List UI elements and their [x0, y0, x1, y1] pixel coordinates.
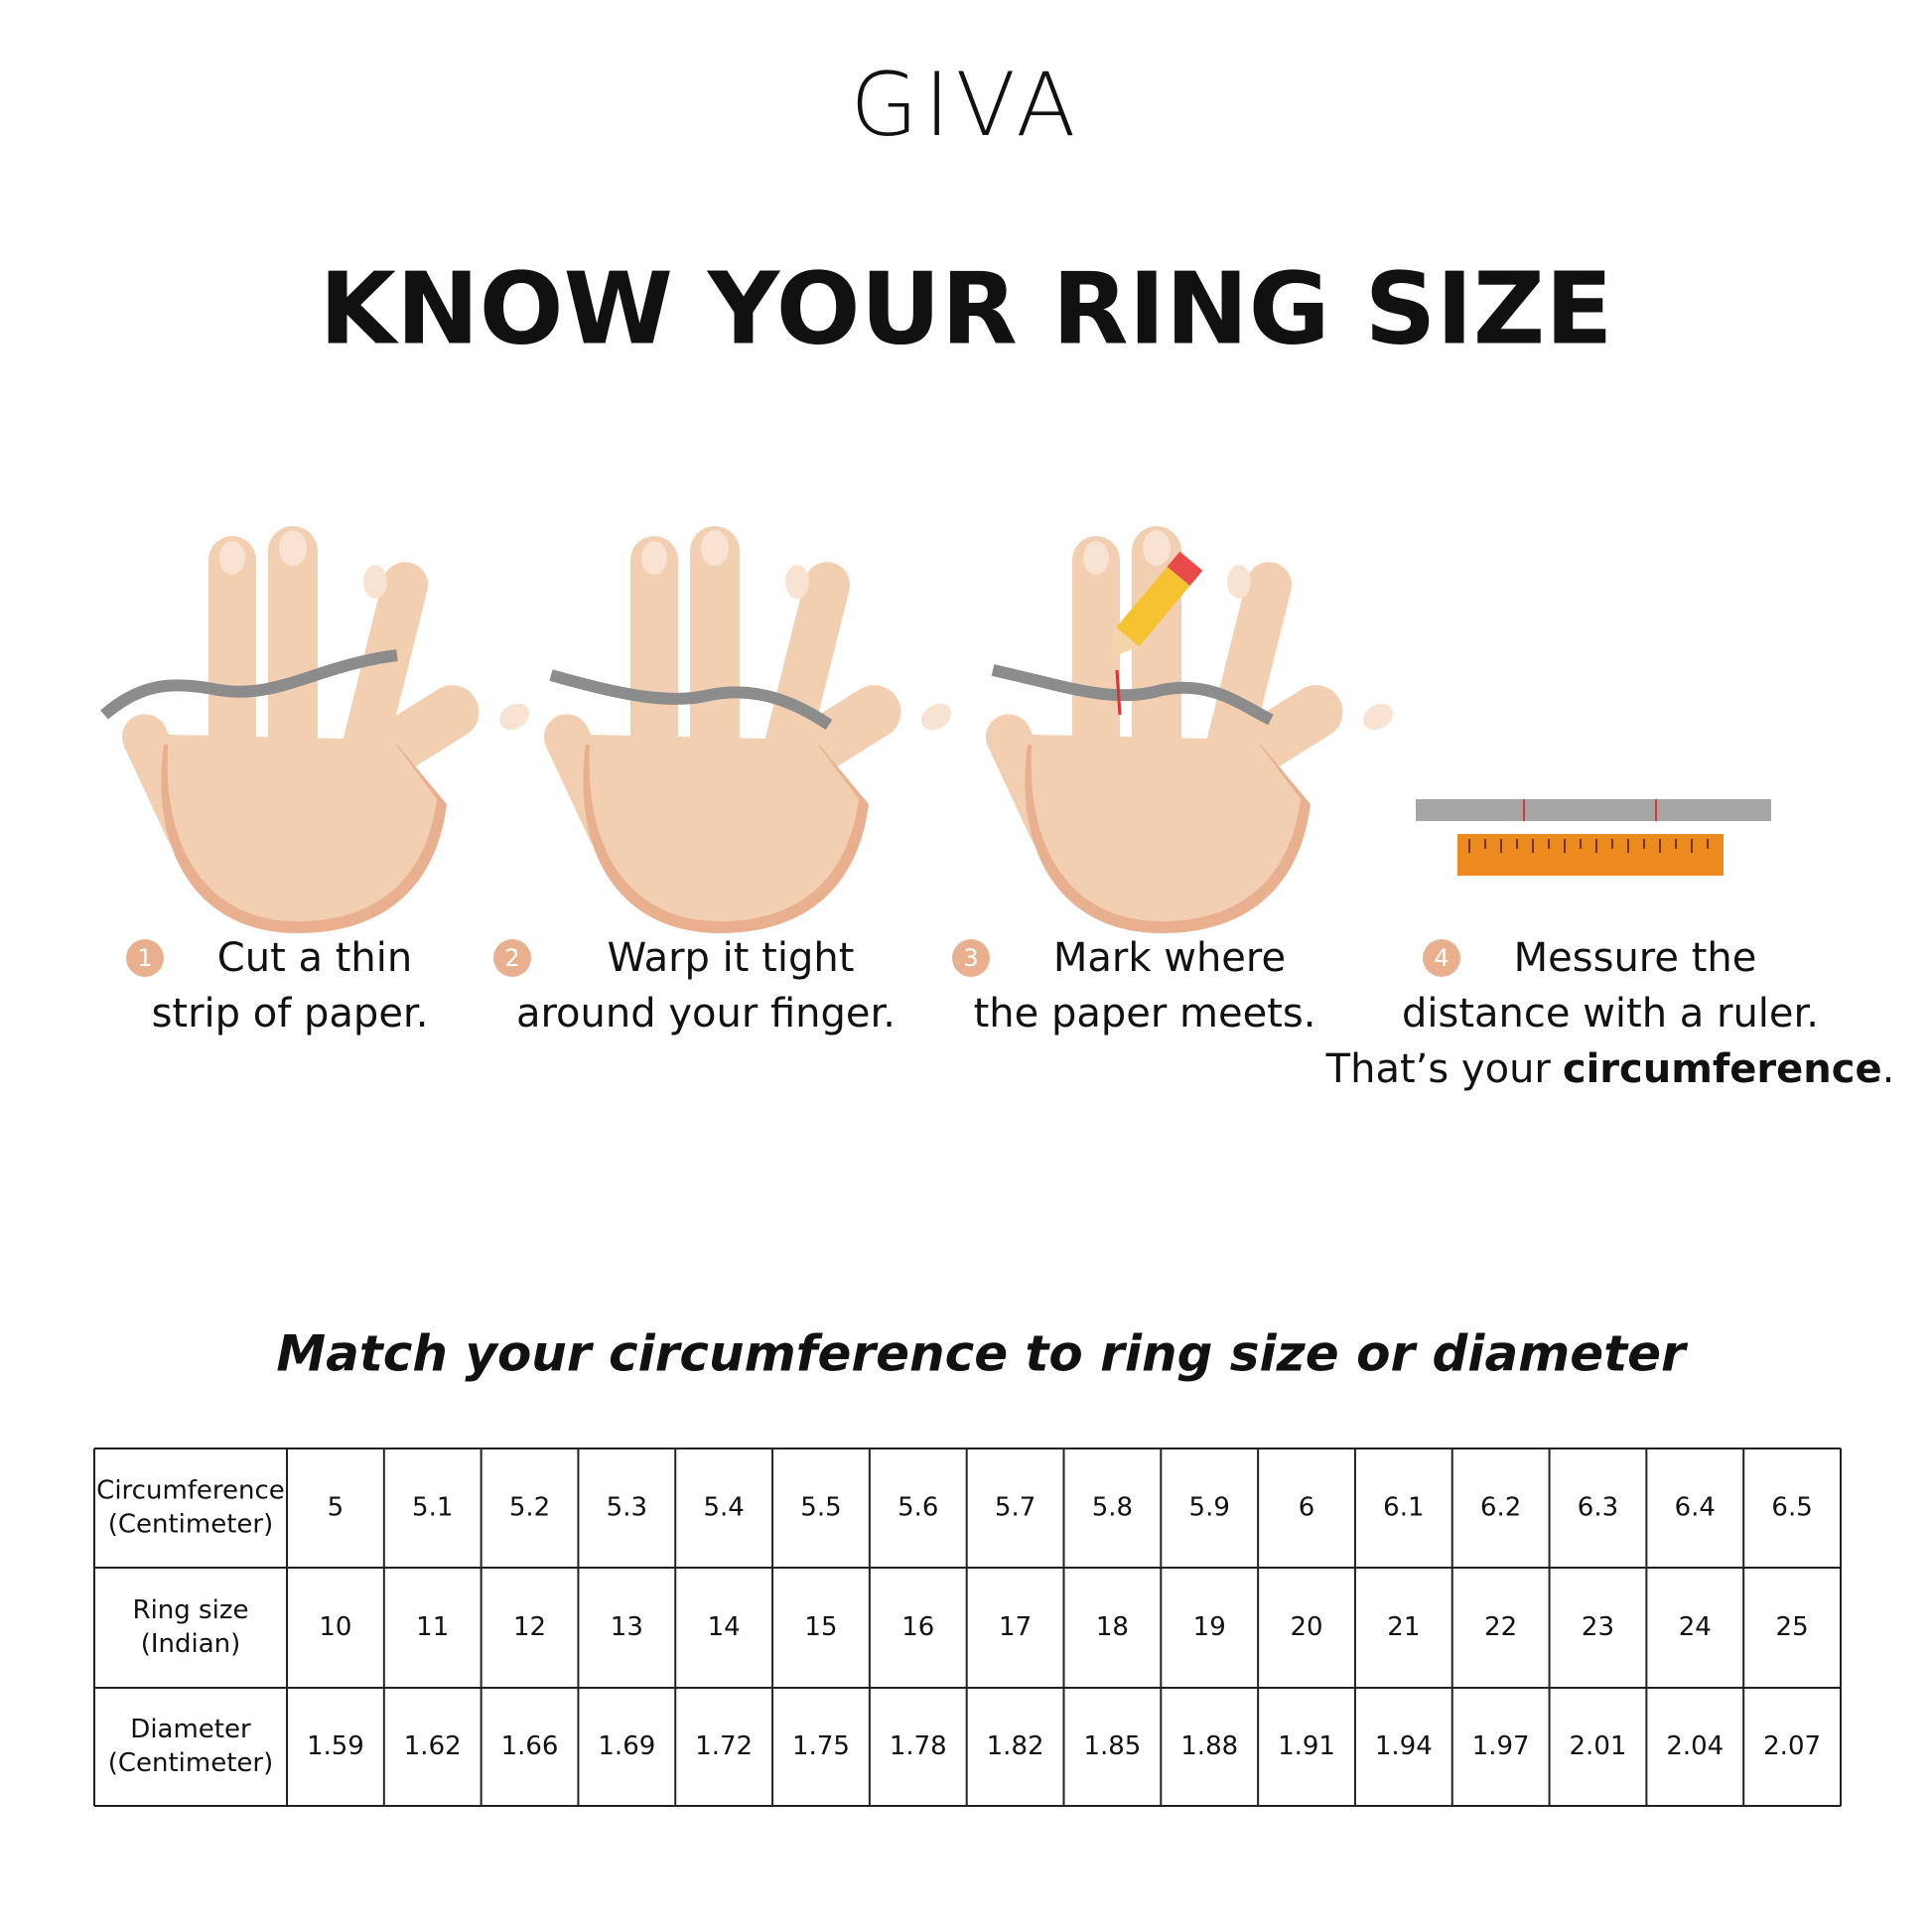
table-cell: 2.04: [1666, 1731, 1724, 1761]
table-cell: 2.01: [1570, 1731, 1627, 1761]
table-cell: 1.85: [1083, 1731, 1141, 1761]
table-cell: 6: [1299, 1493, 1315, 1523]
step-text: distance with a ruler.: [1402, 991, 1819, 1036]
row-header: Diameter: [130, 1715, 251, 1744]
table-cell: 1.78: [890, 1731, 947, 1761]
step-text-part: That’s your: [1325, 1046, 1552, 1092]
table-cell: 5.2: [509, 1493, 550, 1523]
table-cell: 20: [1290, 1612, 1322, 1642]
table-cell: 25: [1776, 1612, 1809, 1642]
table-cell: 5: [328, 1493, 345, 1523]
table-cell: 5.6: [897, 1493, 938, 1523]
step-text: Warp it tight: [608, 935, 855, 981]
hand-illustration: [536, 526, 956, 933]
step-text-emphasis: circumference: [1563, 1046, 1882, 1092]
table-cell: 1.88: [1180, 1731, 1238, 1761]
step-text-part: .: [1882, 1046, 1895, 1092]
table-cell: 6.4: [1675, 1493, 1716, 1523]
table-cell: 17: [999, 1612, 1032, 1642]
table-cell: 14: [708, 1612, 741, 1642]
table-cell: 1.69: [598, 1731, 655, 1761]
table-cell: 1.59: [307, 1731, 364, 1761]
table-cell: 24: [1679, 1612, 1712, 1642]
table-cell: 5.4: [703, 1493, 744, 1523]
step-text: Messure the: [1514, 935, 1757, 981]
row-header: (Centimeter): [108, 1510, 274, 1540]
row-header: (Indian): [141, 1629, 241, 1659]
table-cell: 23: [1582, 1612, 1614, 1642]
step-number: 2: [504, 944, 519, 972]
brand-logo: GIVA: [851, 54, 1082, 156]
table-cell: 21: [1387, 1612, 1420, 1642]
row-header: (Centimeter): [108, 1748, 274, 1778]
table-cell: 1.75: [792, 1731, 850, 1761]
table-cell: 1.62: [404, 1731, 462, 1761]
step-badge: [952, 939, 990, 977]
page-title: KNOW YOUR RING SIZE: [319, 250, 1612, 366]
table-cell: 6.2: [1480, 1493, 1521, 1523]
table-cell: 18: [1096, 1612, 1129, 1642]
step-badge: [126, 939, 164, 977]
step-text: Cut a thin: [217, 935, 412, 981]
table-cell: 13: [611, 1612, 643, 1642]
step-number: 4: [1434, 944, 1449, 972]
table-cell: 16: [901, 1612, 934, 1642]
table-cell: 5.7: [995, 1493, 1035, 1523]
ruler-illustration: [1416, 799, 1771, 876]
table-cell: 22: [1484, 1612, 1517, 1642]
table-cell: 1.66: [501, 1731, 559, 1761]
table-cell: 15: [804, 1612, 837, 1642]
table-cell: 2.07: [1763, 1731, 1821, 1761]
step-badge: [1423, 939, 1460, 977]
table-cell: 12: [513, 1612, 546, 1642]
table-cell: 1.97: [1472, 1731, 1530, 1761]
table-cell: 6.5: [1771, 1493, 1812, 1523]
table-cell: 1.72: [695, 1731, 753, 1761]
step-badge: [493, 939, 531, 977]
step-number: 3: [963, 944, 978, 972]
row-header: Circumference: [96, 1476, 285, 1506]
table-cell: 5.5: [800, 1493, 841, 1523]
table-cell: 6.3: [1578, 1493, 1618, 1523]
table-subtitle: Match your circumference to ring size or…: [276, 1325, 1689, 1383]
step-text: strip of paper.: [152, 991, 429, 1036]
table-cell: 1.91: [1278, 1731, 1335, 1761]
step-text: around your finger.: [516, 991, 896, 1036]
table-cell: 6.1: [1383, 1493, 1424, 1523]
table-cell: 11: [416, 1612, 449, 1642]
step-text: Mark where: [1053, 935, 1286, 981]
table-cell: 5.8: [1092, 1493, 1133, 1523]
row-header: Ring size: [133, 1595, 249, 1625]
table-cell: 5.1: [412, 1493, 453, 1523]
table-cell: 1.82: [987, 1731, 1044, 1761]
hand-illustration: [100, 526, 534, 933]
step-number: 1: [137, 944, 152, 972]
step-text: the paper meets.: [974, 991, 1316, 1036]
step-text: That’s your circumference.: [1325, 1046, 1895, 1092]
table-cell: 5.3: [607, 1493, 647, 1523]
table-cell: 5.9: [1189, 1493, 1230, 1523]
table-cell: 1.94: [1375, 1731, 1433, 1761]
hand-illustration: [978, 526, 1398, 933]
table-cell: 19: [1193, 1612, 1226, 1642]
table-cell: 10: [319, 1612, 351, 1642]
